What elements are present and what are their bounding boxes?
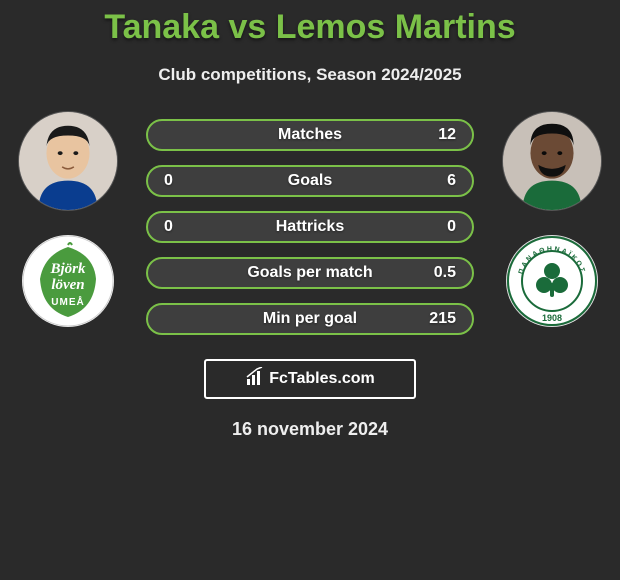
stat-row-matches: Matches 12 <box>146 119 474 151</box>
stat-row-goals: 0 Goals 6 <box>146 165 474 197</box>
player-left-club-badge: Björk löven UMEÅ <box>22 235 114 327</box>
main-row: Björk löven UMEÅ Matches 12 0 Goals 6 0 … <box>0 111 620 335</box>
stat-right-value: 215 <box>416 310 456 328</box>
stats-column: Matches 12 0 Goals 6 0 Hattricks 0 Goals… <box>128 119 492 335</box>
stat-right-value: 12 <box>416 126 456 144</box>
player-left-column: Björk löven UMEÅ <box>8 111 128 327</box>
stat-row-hattricks: 0 Hattricks 0 <box>146 211 474 243</box>
stat-left-value: 0 <box>164 172 204 190</box>
page-subtitle: Club competitions, Season 2024/2025 <box>0 65 620 85</box>
stat-row-goals-per-match: Goals per match 0.5 <box>146 257 474 289</box>
svg-text:UMEÅ: UMEÅ <box>51 295 84 308</box>
stat-right-value: 0 <box>416 218 456 236</box>
stat-right-value: 6 <box>416 172 456 190</box>
stat-row-min-per-goal: Min per goal 215 <box>146 303 474 335</box>
brand-box: FcTables.com <box>204 359 416 399</box>
stat-right-value: 0.5 <box>416 264 456 282</box>
svg-text:1908: 1908 <box>542 313 562 323</box>
stat-label: Goals <box>204 172 416 190</box>
stat-left-value: 0 <box>164 218 204 236</box>
stat-label: Min per goal <box>204 310 416 328</box>
svg-text:Björk: Björk <box>49 261 86 277</box>
brand-text: FcTables.com <box>269 370 375 388</box>
player-left-avatar <box>18 111 118 211</box>
stat-label: Hattricks <box>204 218 416 236</box>
player-right-club-badge: 1908 ΠΑΝΑΘΗΝΑΪΚΟΣ <box>506 235 598 327</box>
stat-label: Goals per match <box>204 264 416 282</box>
footer-date: 16 november 2024 <box>0 419 620 440</box>
player-right-avatar <box>502 111 602 211</box>
stat-label: Matches <box>204 126 416 144</box>
player-right-column: 1908 ΠΑΝΑΘΗΝΑΪΚΟΣ <box>492 111 612 327</box>
page-title: Tanaka vs Lemos Martins <box>0 0 620 47</box>
svg-text:löven: löven <box>51 277 84 293</box>
chart-icon <box>245 367 265 392</box>
